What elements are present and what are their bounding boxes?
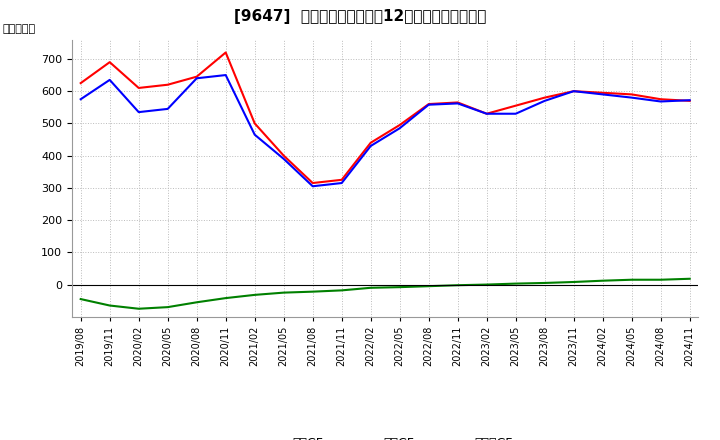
フリーCF bbox=[685, 98, 694, 103]
投資CF bbox=[338, 288, 346, 293]
投資CF bbox=[366, 285, 375, 290]
投資CF bbox=[541, 280, 549, 286]
フリーCF bbox=[511, 111, 520, 116]
営業CF bbox=[366, 140, 375, 145]
投資CF bbox=[135, 306, 143, 312]
フリーCF bbox=[308, 183, 317, 189]
フリーCF bbox=[541, 98, 549, 103]
フリーCF bbox=[338, 180, 346, 186]
営業CF bbox=[657, 97, 665, 102]
投資CF bbox=[395, 285, 404, 290]
Text: [9647]  キャッシュフローの12か月移動合計の推移: [9647] キャッシュフローの12か月移動合計の推移 bbox=[234, 9, 486, 24]
フリーCF bbox=[454, 101, 462, 106]
投資CF bbox=[308, 289, 317, 294]
営業CF bbox=[454, 100, 462, 105]
営業CF bbox=[279, 153, 288, 158]
フリーCF bbox=[279, 156, 288, 161]
営業CF bbox=[338, 177, 346, 183]
営業CF bbox=[685, 98, 694, 103]
フリーCF bbox=[366, 143, 375, 149]
営業CF bbox=[482, 111, 491, 116]
営業CF bbox=[308, 180, 317, 186]
フリーCF bbox=[598, 92, 607, 97]
営業CF bbox=[541, 95, 549, 100]
フリーCF bbox=[135, 110, 143, 115]
営業CF bbox=[192, 74, 201, 79]
営業CF bbox=[105, 59, 114, 65]
投資CF bbox=[570, 279, 578, 285]
投資CF bbox=[627, 277, 636, 282]
営業CF bbox=[221, 50, 230, 55]
営業CF bbox=[163, 82, 172, 88]
フリーCF bbox=[657, 99, 665, 104]
営業CF bbox=[135, 85, 143, 91]
Line: 投資CF: 投資CF bbox=[81, 279, 690, 309]
Y-axis label: （百万円）: （百万円） bbox=[2, 24, 35, 34]
Line: フリーCF: フリーCF bbox=[81, 75, 690, 186]
フリーCF bbox=[424, 102, 433, 107]
投資CF bbox=[192, 300, 201, 305]
フリーCF bbox=[76, 97, 85, 102]
フリーCF bbox=[192, 76, 201, 81]
営業CF bbox=[395, 122, 404, 128]
投資CF bbox=[598, 278, 607, 283]
投資CF bbox=[685, 276, 694, 282]
投資CF bbox=[279, 290, 288, 295]
投資CF bbox=[105, 303, 114, 308]
営業CF bbox=[424, 102, 433, 107]
投資CF bbox=[163, 304, 172, 310]
フリーCF bbox=[163, 106, 172, 111]
投資CF bbox=[424, 283, 433, 289]
営業CF bbox=[251, 121, 259, 126]
投資CF bbox=[511, 281, 520, 286]
投資CF bbox=[454, 282, 462, 288]
投資CF bbox=[657, 277, 665, 282]
投資CF bbox=[251, 292, 259, 297]
営業CF bbox=[511, 103, 520, 108]
営業CF bbox=[570, 88, 578, 94]
フリーCF bbox=[105, 77, 114, 83]
投資CF bbox=[221, 296, 230, 301]
フリーCF bbox=[395, 125, 404, 131]
投資CF bbox=[482, 282, 491, 287]
営業CF bbox=[627, 92, 636, 97]
Line: 営業CF: 営業CF bbox=[81, 52, 690, 183]
フリーCF bbox=[482, 111, 491, 116]
投資CF bbox=[76, 297, 85, 302]
Legend: 営業CF, 投資CF, フリーCF: 営業CF, 投資CF, フリーCF bbox=[253, 432, 518, 440]
フリーCF bbox=[570, 88, 578, 94]
営業CF bbox=[76, 81, 85, 86]
フリーCF bbox=[221, 73, 230, 78]
フリーCF bbox=[251, 132, 259, 137]
フリーCF bbox=[627, 95, 636, 100]
営業CF bbox=[598, 90, 607, 95]
